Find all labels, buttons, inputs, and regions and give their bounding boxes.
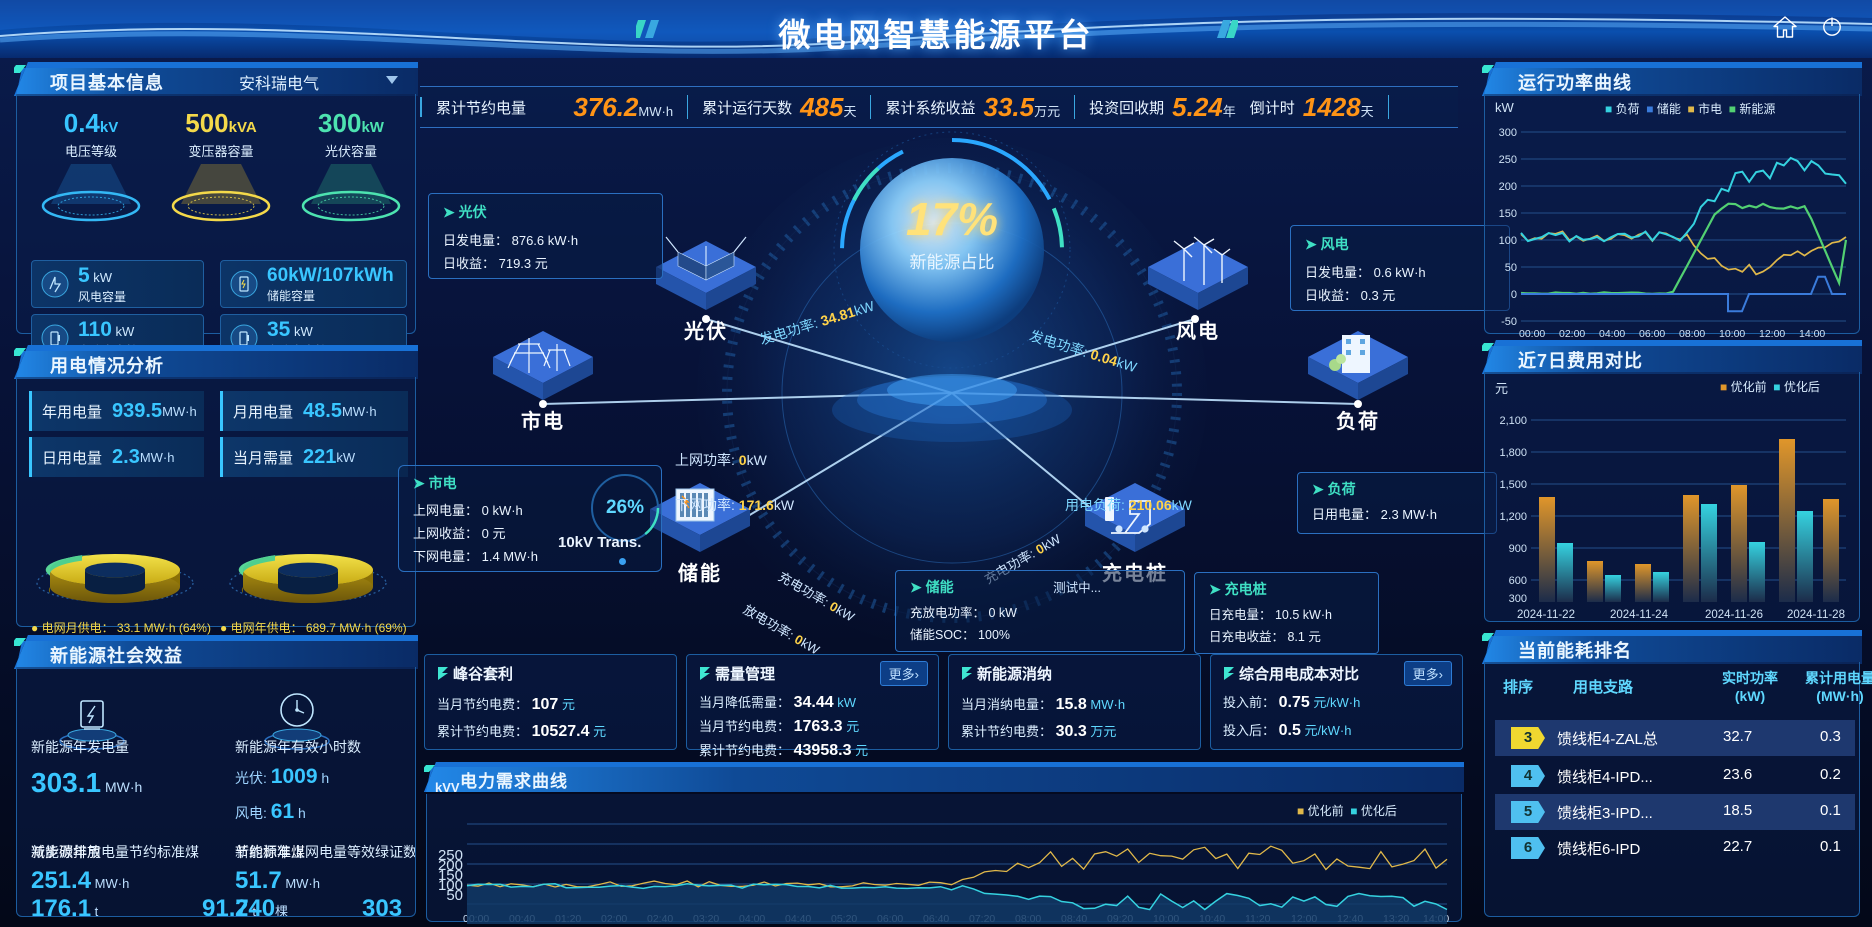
svg-text:100: 100: [1499, 235, 1517, 247]
svg-text:-50: -50: [1501, 316, 1517, 328]
svg-text:600: 600: [1509, 575, 1527, 587]
svg-text:2024-11-28: 2024-11-28: [1787, 609, 1845, 621]
svg-text:1,800: 1,800: [1499, 447, 1527, 459]
svg-text:2024-11-22: 2024-11-22: [1517, 609, 1575, 621]
svg-text:50: 50: [446, 887, 463, 904]
svg-text:06:00: 06:00: [1639, 328, 1665, 340]
svg-text:04:00: 04:00: [1599, 328, 1625, 340]
svg-text:250: 250: [1499, 154, 1517, 166]
svg-text:900: 900: [1509, 543, 1527, 555]
svg-text:300: 300: [1509, 593, 1527, 605]
svg-text:00:00: 00:00: [1519, 328, 1545, 340]
svg-text:150: 150: [1499, 208, 1517, 220]
svg-text:0: 0: [1511, 289, 1517, 301]
svg-text:1,500: 1,500: [1499, 479, 1527, 491]
svg-text:02:00: 02:00: [1559, 328, 1585, 340]
svg-text:2024-11-24: 2024-11-24: [1610, 609, 1669, 621]
svg-text:50: 50: [1505, 262, 1517, 274]
svg-text:14:00: 14:00: [1799, 328, 1825, 340]
svg-text:12:00: 12:00: [1759, 328, 1785, 340]
svg-text:08:00: 08:00: [1679, 328, 1705, 340]
svg-text:1,200: 1,200: [1499, 511, 1527, 523]
svg-text:10:00: 10:00: [1719, 328, 1745, 340]
svg-text:2,100: 2,100: [1499, 415, 1527, 427]
svg-text:200: 200: [1499, 181, 1517, 193]
svg-text:2024-11-26: 2024-11-26: [1705, 609, 1763, 621]
svg-text:300: 300: [1499, 127, 1517, 139]
